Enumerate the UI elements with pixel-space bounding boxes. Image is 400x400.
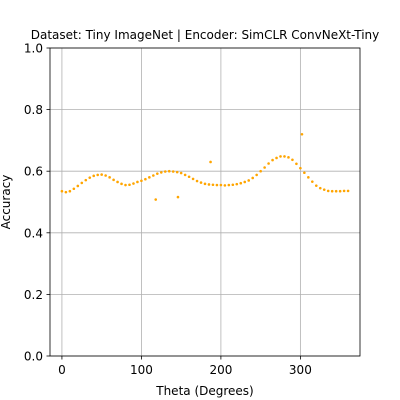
scatter-point bbox=[247, 179, 251, 182]
y-tick-label: 0.4 bbox=[24, 226, 43, 240]
y-tick-label: 1.0 bbox=[24, 42, 43, 56]
scatter-point bbox=[124, 183, 127, 187]
scatter-point bbox=[239, 181, 243, 185]
scatter-point bbox=[187, 175, 191, 179]
scatter-point bbox=[112, 178, 115, 182]
scatter-point bbox=[346, 189, 350, 193]
scatter-point bbox=[100, 173, 103, 176]
scatter-point bbox=[299, 166, 302, 170]
scatter-point bbox=[176, 195, 180, 199]
scatter-point bbox=[255, 173, 258, 177]
chart-title: Dataset: Tiny ImageNet | Encoder: SimCLR… bbox=[31, 28, 380, 42]
scatter-point bbox=[267, 162, 270, 165]
scatter-points bbox=[60, 132, 350, 201]
scatter-point bbox=[136, 180, 139, 184]
scatter-point bbox=[235, 182, 239, 186]
scatter-point bbox=[167, 169, 171, 173]
scatter-point bbox=[251, 176, 254, 180]
scatter-point bbox=[263, 166, 266, 169]
scatter-point bbox=[171, 170, 175, 173]
scatter-point bbox=[219, 183, 223, 187]
scatter-point bbox=[152, 174, 155, 177]
scatter-point bbox=[342, 189, 346, 193]
scatter-point bbox=[291, 158, 294, 162]
x-tick-label: 100 bbox=[130, 363, 153, 377]
scatter-point bbox=[148, 176, 151, 179]
scatter-point bbox=[303, 171, 306, 175]
scatter-point bbox=[76, 184, 80, 188]
scatter-point bbox=[140, 179, 143, 183]
x-tick-label: 200 bbox=[209, 363, 232, 377]
x-axis-ticks: 0 100 200 300 bbox=[58, 356, 312, 377]
x-tick-label: 0 bbox=[58, 363, 66, 377]
scatter-point bbox=[96, 173, 99, 177]
scatter-point bbox=[72, 187, 76, 191]
y-tick-label: 0.0 bbox=[24, 350, 43, 364]
scatter-point bbox=[338, 189, 342, 193]
x-tick-label: 300 bbox=[289, 363, 312, 377]
scatter-point bbox=[84, 178, 88, 182]
scatter-point bbox=[203, 182, 207, 186]
scatter-point bbox=[108, 176, 111, 179]
scatter-point bbox=[322, 188, 326, 191]
scatter-point bbox=[128, 183, 131, 187]
scatter-point bbox=[88, 176, 92, 179]
scatter-point bbox=[215, 183, 219, 187]
scatter-point bbox=[314, 184, 318, 187]
scatter-point bbox=[334, 189, 338, 193]
scatter-point bbox=[283, 155, 286, 158]
y-tick-label: 0.8 bbox=[24, 103, 43, 117]
scatter-point bbox=[311, 180, 314, 183]
plot-frame bbox=[49, 47, 361, 357]
scatter-point bbox=[227, 183, 231, 187]
scatter-point bbox=[183, 173, 187, 177]
scatter-point bbox=[259, 169, 262, 173]
scatter-point bbox=[179, 171, 183, 175]
scatter-point bbox=[154, 198, 158, 201]
scatter-point bbox=[330, 189, 334, 193]
scatter-point bbox=[279, 155, 282, 158]
scatter-point bbox=[275, 156, 278, 160]
x-axis-label: Theta (Degrees) bbox=[155, 384, 253, 398]
scatter-point bbox=[144, 177, 147, 181]
scatter-point bbox=[300, 132, 304, 136]
scatter-point bbox=[326, 189, 330, 193]
scatter-point bbox=[64, 190, 68, 194]
scatter-point bbox=[209, 160, 212, 164]
scatter-point bbox=[159, 171, 163, 174]
y-axis-label: Accuracy bbox=[0, 175, 13, 230]
scatter-point bbox=[223, 184, 227, 187]
scatter-point bbox=[307, 176, 310, 179]
scatter-point bbox=[287, 156, 290, 159]
scatter-point bbox=[116, 180, 119, 184]
scatter-point bbox=[156, 172, 159, 175]
scatter-point bbox=[120, 182, 123, 186]
y-tick-label: 0.2 bbox=[24, 288, 43, 302]
scatter-point bbox=[132, 182, 135, 185]
scatter-point bbox=[68, 189, 72, 193]
scatter-point bbox=[163, 170, 167, 173]
scatter-point bbox=[60, 189, 64, 193]
y-axis-ticks: 0.0 0.2 0.4 0.6 0.8 1.0 bbox=[24, 42, 50, 364]
scatter-point bbox=[104, 174, 107, 177]
scatter-point bbox=[191, 177, 195, 181]
scatter-point bbox=[271, 158, 274, 162]
scatter-point bbox=[295, 162, 298, 166]
scatter-point bbox=[195, 179, 199, 183]
scatter-point bbox=[92, 174, 96, 178]
scatter-point bbox=[231, 183, 235, 187]
y-tick-label: 0.6 bbox=[24, 165, 43, 179]
scatter-point bbox=[199, 181, 203, 184]
scatter-point bbox=[243, 180, 247, 184]
scatter-point bbox=[80, 181, 84, 185]
scatter-point bbox=[175, 170, 179, 174]
scatter-point bbox=[207, 183, 211, 186]
scatter-point bbox=[318, 186, 322, 190]
scatter-point bbox=[211, 183, 215, 187]
